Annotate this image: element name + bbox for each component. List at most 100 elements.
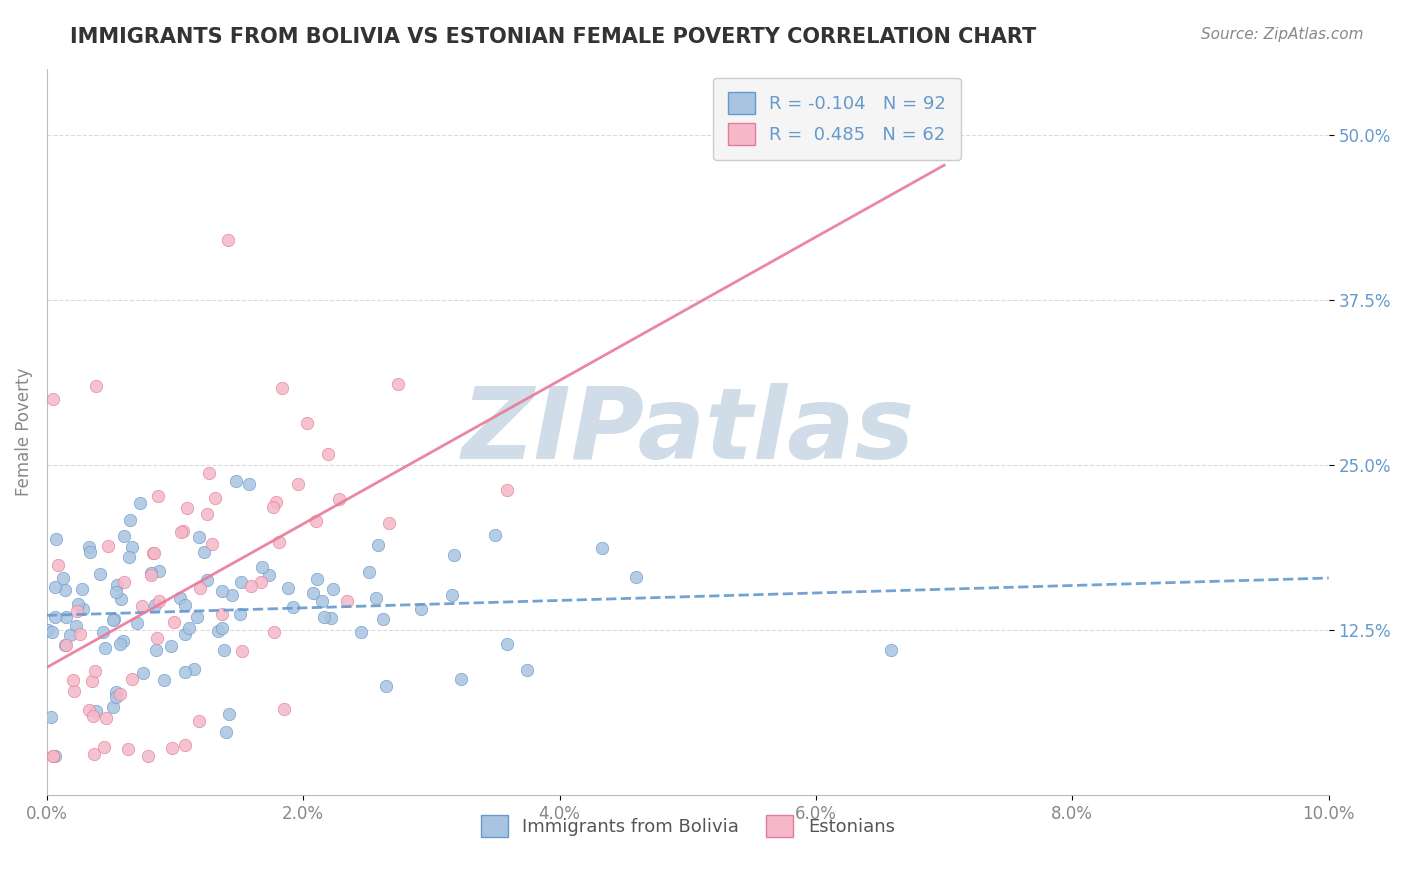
Point [350, 625, 373, 640]
Legend: Immigrants from Bolivia, Estonians: Immigrants from Bolivia, Estonians [474, 808, 903, 845]
Point [142, 546, 165, 560]
Point [104, 585, 127, 599]
Point [188, 581, 211, 595]
Point [211, 621, 233, 635]
Point [148, 564, 170, 578]
Point [112, 529, 135, 543]
Point [316, 447, 339, 461]
Point [496, 637, 519, 651]
Point [162, 741, 184, 756]
Point [373, 612, 395, 626]
Point [319, 611, 342, 625]
Point [77, 703, 100, 717]
Point [94, 641, 117, 656]
Point [221, 589, 243, 603]
Point [79, 540, 101, 554]
Point [187, 714, 209, 729]
Point [516, 664, 538, 678]
Point [82, 708, 104, 723]
Point [257, 567, 280, 582]
Y-axis label: Female Poverty: Female Poverty [15, 368, 32, 496]
Point [231, 644, 253, 658]
Point [211, 607, 233, 621]
Point [139, 566, 162, 580]
Point [322, 582, 344, 596]
Text: ZIPatlas: ZIPatlas [461, 384, 914, 481]
Point [172, 524, 194, 538]
Point [229, 607, 252, 621]
Point [121, 672, 143, 686]
Point [277, 581, 299, 595]
Point [217, 233, 239, 247]
Point [105, 690, 128, 705]
Point [195, 573, 218, 587]
Point [174, 627, 197, 641]
Point [55, 609, 77, 624]
Point [55, 638, 77, 652]
Point [270, 381, 292, 395]
Point [195, 507, 218, 521]
Point [170, 524, 193, 539]
Point [148, 594, 170, 608]
Point [336, 593, 359, 607]
Point [143, 598, 166, 612]
Point [443, 548, 465, 562]
Point [111, 633, 134, 648]
Point [129, 496, 152, 510]
Point [93, 740, 115, 755]
Point [174, 665, 197, 680]
Point [211, 583, 233, 598]
Point [212, 642, 235, 657]
Point [69, 626, 91, 640]
Point [83, 747, 105, 761]
Point [136, 748, 159, 763]
Point [262, 500, 284, 514]
Point [215, 725, 238, 739]
Point [41, 748, 63, 763]
Point [63, 684, 86, 698]
Point [153, 673, 176, 688]
Point [103, 612, 125, 626]
Point [375, 679, 398, 693]
Text: Source: ZipAtlas.com: Source: ZipAtlas.com [1201, 27, 1364, 42]
Point [301, 586, 323, 600]
Point [94, 711, 117, 725]
Point [108, 687, 131, 701]
Point [66, 604, 89, 618]
Point [41, 748, 63, 763]
Point [145, 643, 167, 657]
Point [250, 574, 273, 589]
Point [53, 638, 76, 652]
Point [84, 378, 107, 392]
Point [103, 614, 125, 628]
Point [496, 483, 519, 497]
Point [266, 494, 288, 508]
Point [65, 619, 87, 633]
Point [72, 602, 94, 616]
Point [281, 599, 304, 614]
Point [82, 674, 104, 689]
Point [387, 376, 409, 391]
Point [105, 578, 128, 592]
Point [59, 628, 82, 642]
Point [46, 558, 69, 573]
Point [84, 705, 107, 719]
Point [103, 700, 125, 714]
Point [207, 624, 229, 638]
Point [125, 616, 148, 631]
Point [450, 672, 472, 686]
Point [880, 643, 903, 657]
Point [41, 392, 63, 406]
Point [626, 570, 648, 584]
Point [231, 575, 253, 590]
Point [39, 710, 62, 724]
Point [91, 624, 114, 639]
Point [193, 545, 215, 559]
Point [44, 610, 66, 624]
Point [44, 748, 66, 763]
Text: IMMIGRANTS FROM BOLIVIA VS ESTONIAN FEMALE POVERTY CORRELATION CHART: IMMIGRANTS FROM BOLIVIA VS ESTONIAN FEMA… [70, 27, 1036, 46]
Point [117, 550, 139, 565]
Point [142, 546, 165, 560]
Point [287, 477, 309, 491]
Point [174, 598, 197, 612]
